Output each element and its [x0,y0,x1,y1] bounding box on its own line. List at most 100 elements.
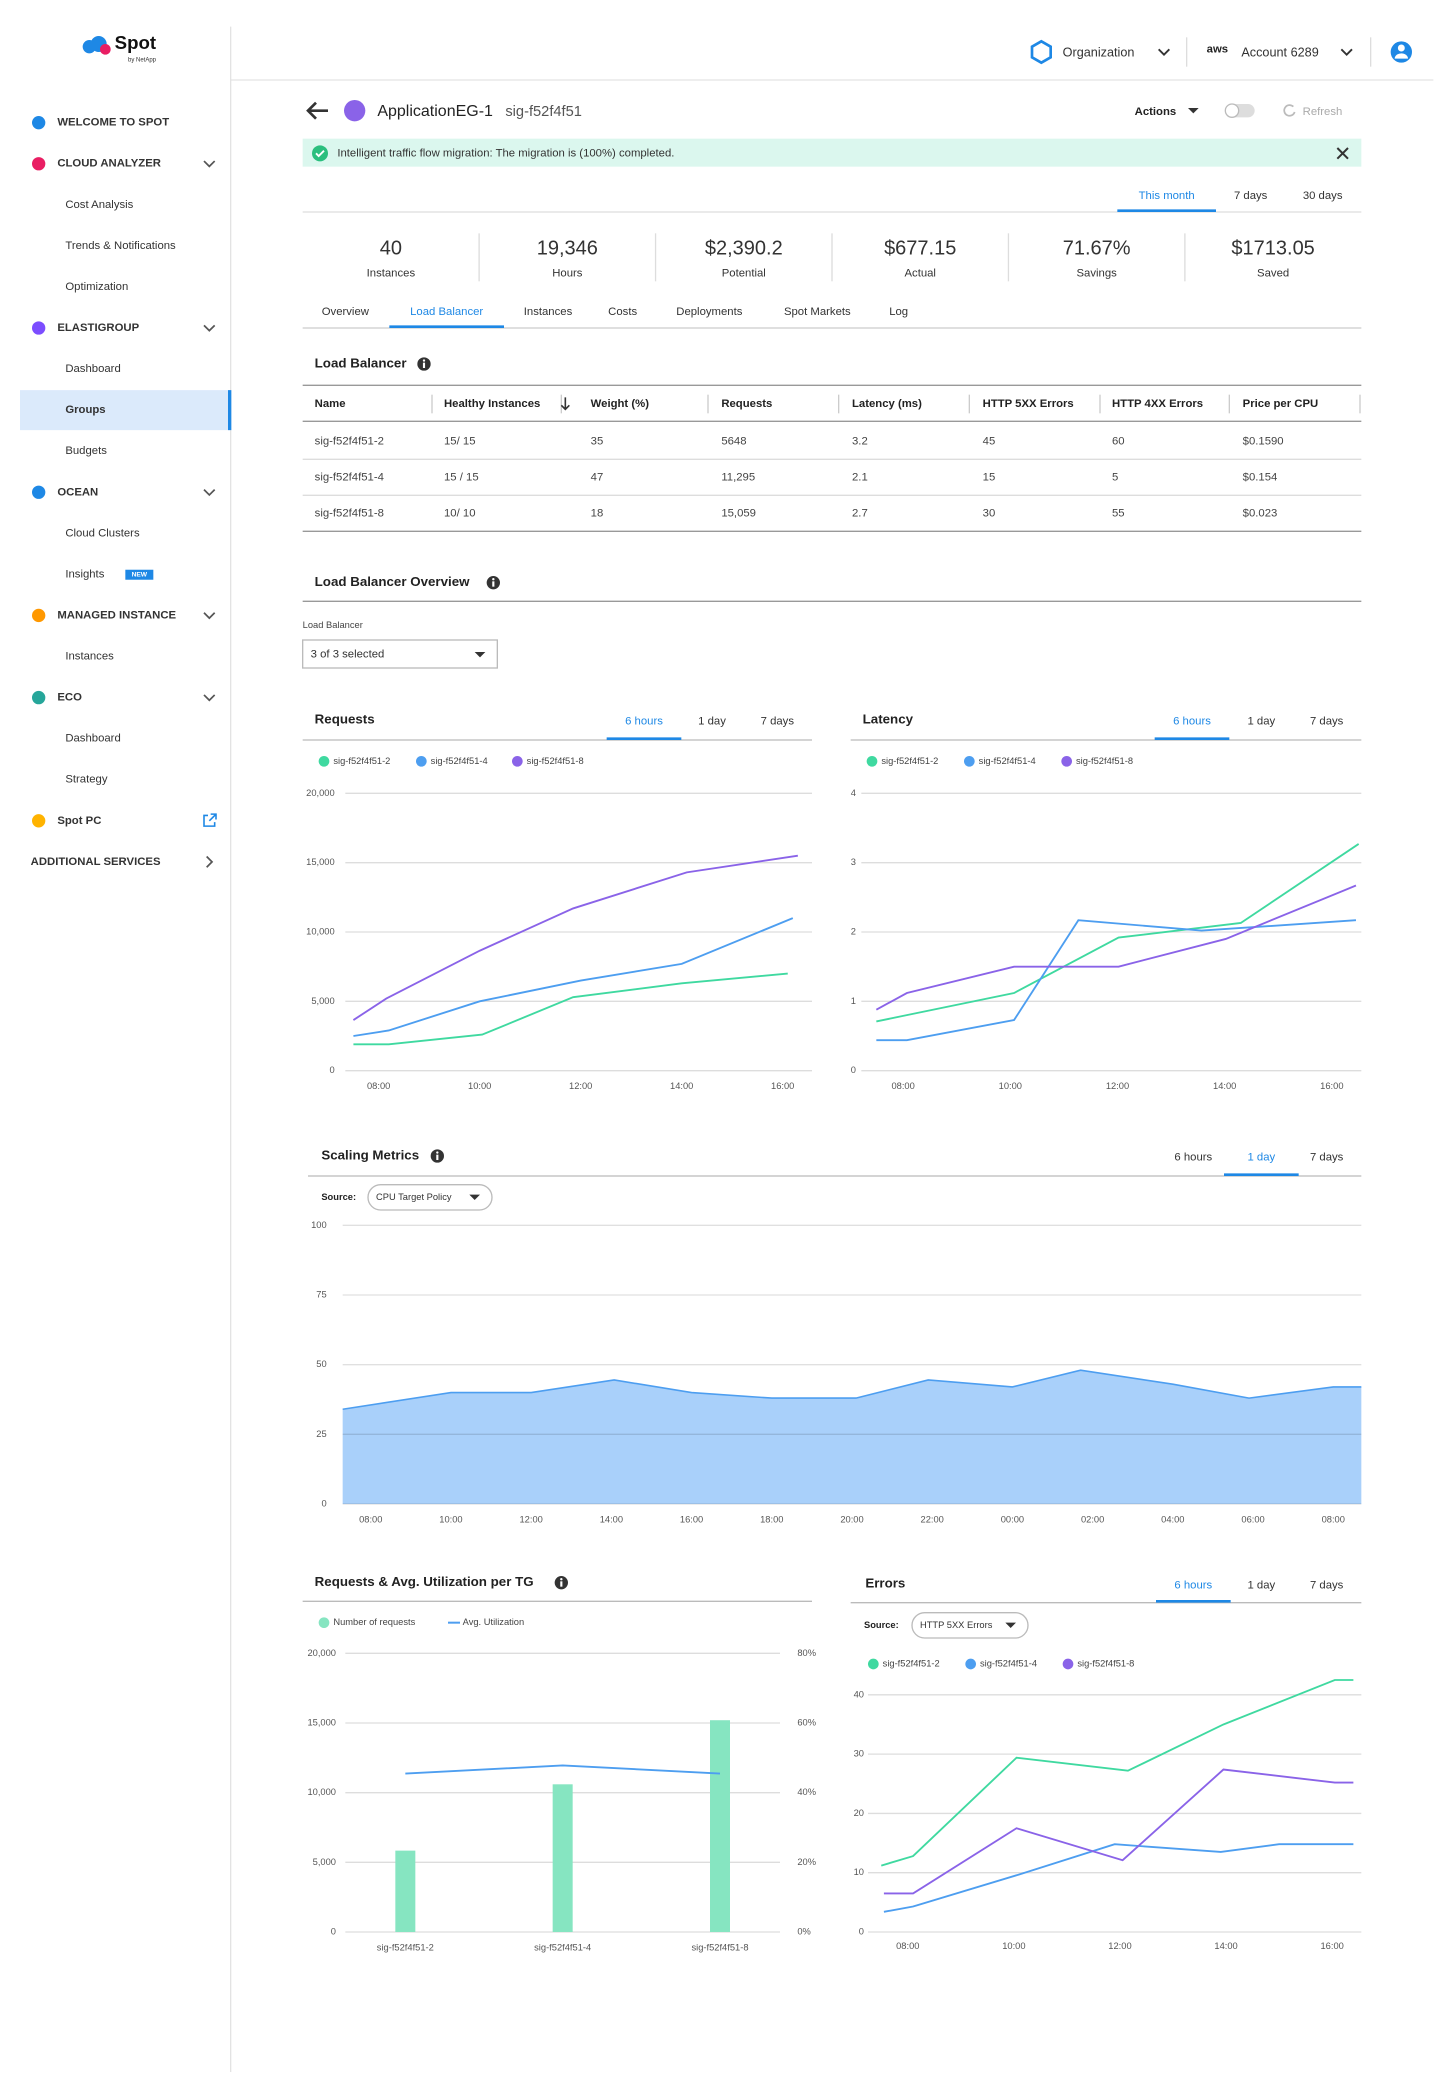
filter-dropdown[interactable] [302,639,498,669]
app-name: ApplicationEG-1 [377,103,493,120]
sort-arrow[interactable] [560,397,570,411]
period-tab[interactable]: This month [1139,190,1195,202]
nav-item[interactable]: Cost Analysis [65,199,133,211]
legend-swatch [512,756,523,767]
tab[interactable]: Costs [608,306,637,318]
x-tick-label: 22:00 [921,1514,944,1524]
source-dropdown[interactable] [911,1612,1029,1639]
y2-tick-label: 80% [797,1648,816,1658]
chart-title: Errors [865,1576,905,1591]
legend-label: sig-f52f4f51-4 [980,1658,1037,1668]
account-selector[interactable]: Account 6289 [1241,46,1318,60]
nav-item[interactable]: Insights [65,568,104,580]
chart-title: Latency [863,712,914,727]
range-tab[interactable]: 7 days [761,715,795,727]
nav-section[interactable]: WELCOME TO SPOT [57,117,169,129]
table-cell: 47 [591,471,604,483]
tab[interactable]: Log [889,306,908,318]
chart-title: Requests [315,712,375,727]
close-icon[interactable] [1336,147,1349,160]
chevron[interactable] [203,160,216,168]
tab[interactable]: Overview [322,306,370,318]
org-selector[interactable]: Organization [1063,46,1135,60]
range-tab[interactable]: 7 days [1310,1579,1344,1591]
user-head [1397,44,1405,52]
chevron[interactable] [203,694,216,702]
series-line [353,917,794,1037]
table-cell: 5648 [721,435,746,447]
range-tab[interactable]: 6 hours [1174,1151,1212,1163]
table-cell: sig-f52f4f51-8 [315,507,384,519]
app-icon [344,100,366,122]
chevron[interactable] [1158,48,1170,56]
table-cell: 60 [1112,435,1125,447]
x-tick-label: 16:00 [1320,1941,1343,1951]
tab[interactable]: Deployments [676,306,742,318]
y-tick-label: 5,000 [313,1857,336,1867]
info-glyph [422,359,426,362]
column-header: Price per CPU [1243,398,1319,410]
tab[interactable]: Load Balancer [410,306,483,318]
range-tab[interactable]: 1 day [1247,1579,1275,1591]
period-tab[interactable]: 7 days [1234,190,1268,202]
chart-title: Scaling Metrics [321,1148,419,1163]
table-cell: 45 [983,435,996,447]
chevron[interactable] [203,324,216,332]
source-dropdown[interactable] [367,1184,493,1211]
tab[interactable]: Spot Markets [784,306,851,318]
group-id: sig-f52f4f51 [505,104,582,120]
range-tab[interactable]: 7 days [1310,1151,1344,1163]
range-tab[interactable]: 1 day [1247,715,1275,727]
y-tick-label: 0 [851,1065,856,1075]
nav-section[interactable]: ELASTIGROUP [57,322,139,334]
chevron[interactable] [203,612,216,620]
y-tick-label: 0 [329,1065,334,1075]
range-tab[interactable]: 6 hours [1173,715,1211,727]
chevron[interactable] [1340,48,1353,56]
range-tab[interactable]: 1 day [698,715,726,727]
actions-button[interactable]: Actions [1135,106,1177,118]
info-glyph [436,1154,439,1160]
nav-icon [32,157,46,171]
nav-item[interactable]: Instances [65,651,114,663]
range-tab[interactable]: 6 hours [625,715,663,727]
tab[interactable]: Instances [524,306,573,318]
x-tick-label: 10:00 [1002,1941,1025,1951]
nav-section[interactable]: MANAGED INSTANCE [57,609,176,621]
area-fill [342,1370,1362,1504]
period-tab[interactable]: 30 days [1303,190,1343,202]
nav-item[interactable]: Budgets [65,445,107,457]
y2-tick-label: 20% [797,1857,816,1867]
range-tab[interactable]: 1 day [1247,1151,1275,1163]
column-header: HTTP 4XX Errors [1112,398,1203,410]
nav-section[interactable]: Spot PC [57,815,101,827]
external-link-icon[interactable] [203,813,217,827]
nav-item[interactable]: Cloud Clusters [65,527,140,539]
x-tick-label: 16:00 [771,1081,794,1091]
chevron[interactable] [206,855,214,868]
table-cell: $0.154 [1243,471,1278,483]
range-tab[interactable]: 6 hours [1174,1579,1212,1591]
refresh-button[interactable]: Refresh [1303,106,1343,118]
nav-item[interactable]: Dashboard [65,733,120,745]
back-arrow[interactable] [306,101,328,120]
nav-section[interactable]: ADDITIONAL SERVICES [31,856,161,868]
y-tick-label: 75 [316,1289,326,1299]
logo-mark [82,36,111,55]
nav-item[interactable]: Trends & Notifications [65,240,176,252]
chevron[interactable] [203,488,216,497]
info-glyph [436,1151,439,1154]
y-tick-label: 3 [851,857,856,867]
nav-item[interactable]: Strategy [65,774,108,786]
legend-label: sig-f52f4f51-2 [333,756,390,766]
range-tab[interactable]: 7 days [1310,715,1344,727]
nav-section[interactable]: OCEAN [57,486,98,498]
nav-item[interactable]: Optimization [65,281,128,293]
x-tick-label: 12:00 [569,1081,592,1091]
nav-item[interactable]: Groups [65,404,105,416]
nav-item[interactable]: Dashboard [65,363,120,375]
table-cell: 15 [983,471,996,483]
table-cell: 15 / 15 [444,471,479,483]
nav-section[interactable]: ECO [57,692,82,704]
nav-section[interactable]: CLOUD ANALYZER [57,158,161,170]
